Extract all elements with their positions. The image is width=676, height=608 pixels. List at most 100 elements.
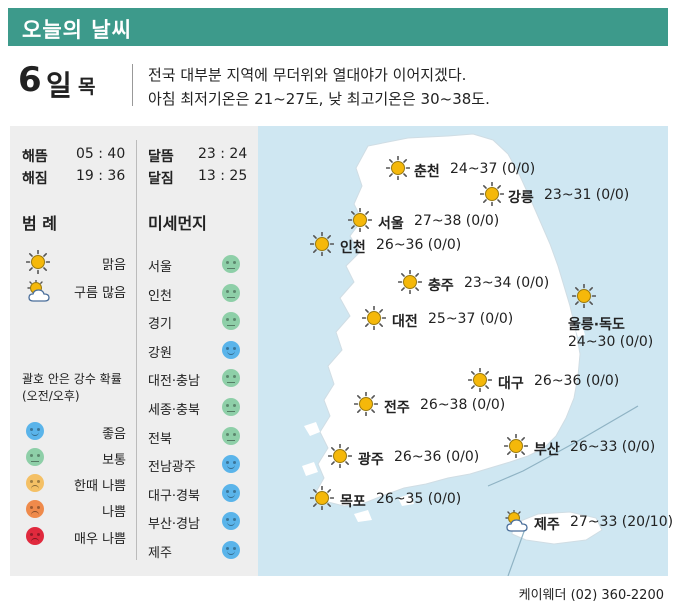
korea-map — [302, 133, 639, 576]
city-name-jeju: 제주 — [534, 517, 560, 533]
air-good-label: 좋음 — [102, 427, 126, 442]
summary-line-2: 아침 최저기온은 21~27도, 낮 최고기온은 30~38도. — [148, 90, 490, 108]
legend-heading: 범 례 — [22, 214, 58, 233]
dust-normal-icon — [222, 427, 240, 445]
city-name-incheon: 인천 — [340, 240, 366, 256]
dust-normal-icon — [222, 369, 240, 387]
city-name-chuncheon: 춘천 — [414, 164, 440, 180]
dust-region-name: 대전·충남 — [148, 374, 200, 389]
dust-normal-icon — [222, 398, 240, 416]
dust-region-name: 전남광주 — [148, 460, 196, 475]
sea-boundary-line — [487, 405, 639, 487]
city-gangneung-sun-icon — [480, 182, 504, 206]
city-name-ulleung: 울릉·독도 — [568, 317, 625, 333]
city-busan-sun-icon — [504, 434, 528, 458]
dust-region-name: 경기 — [148, 317, 172, 332]
city-temp-daejeon: 25~37 (0/0) — [428, 311, 514, 327]
legend-partly-cloudy-icon — [27, 280, 50, 302]
city-temp-gwangju: 26~36 (0/0) — [394, 449, 480, 465]
city-name-gwangju: 광주 — [358, 452, 384, 468]
dust-region-name: 대구·경북 — [148, 489, 200, 504]
sunset-time: 19 : 36 — [76, 168, 126, 184]
air-very-bad-icon — [26, 527, 44, 545]
jeju-island — [511, 511, 603, 545]
air-normal-icon — [26, 448, 44, 466]
coastal-islands — [302, 422, 414, 522]
dust-normal-icon — [222, 255, 240, 273]
dust-good-icon — [222, 512, 240, 530]
dust-region-name: 세종·충북 — [148, 403, 200, 418]
dust-good-icon — [222, 484, 240, 502]
date-day: 6 — [18, 60, 42, 100]
city-chuncheon-sun-icon — [386, 156, 410, 180]
city-chungju-sun-icon — [398, 270, 422, 294]
city-name-daegu: 대구 — [498, 376, 524, 392]
fine-dust-heading: 미세먼지 — [148, 214, 207, 233]
city-name-seoul: 서울 — [378, 216, 404, 232]
dust-good-icon — [222, 541, 240, 559]
dust-normal-icon — [222, 284, 240, 302]
city-temp-chuncheon: 24~37 (0/0) — [450, 161, 536, 177]
city-temp-gangneung: 23~31 (0/0) — [544, 187, 630, 203]
legend-cloudy-label: 구름 많음 — [74, 286, 126, 301]
dust-good-icon — [222, 455, 240, 473]
sunrise-label: 해뜸 — [22, 149, 48, 165]
city-temp-mokpo: 26~35 (0/0) — [376, 491, 462, 507]
city-temp-incheon: 26~36 (0/0) — [376, 237, 462, 253]
city-temp-daegu: 26~36 (0/0) — [534, 373, 620, 389]
sunrise-time: 05 : 40 — [76, 146, 126, 162]
dust-good-icon — [222, 341, 240, 359]
city-daejeon-sun-icon — [362, 306, 386, 330]
city-name-jeonju: 전주 — [384, 400, 410, 416]
header-bar: 오늘의 날씨 — [8, 8, 668, 46]
dust-region-name: 인천 — [148, 289, 172, 304]
dust-region-name: 전북 — [148, 432, 172, 447]
city-temp-ulleung: 24~30 (0/0) — [568, 334, 654, 350]
moonrise-label: 달뜸 — [148, 149, 174, 165]
city-temp-busan: 26~33 (0/0) — [570, 439, 656, 455]
air-bad-sometimes-label: 한때 나쁨 — [74, 479, 126, 494]
city-incheon-sun-icon — [310, 232, 334, 256]
moonset-label: 달짐 — [148, 171, 174, 187]
footer-credit: 케이웨더 (02) 360-2200 — [518, 588, 664, 603]
city-ulleung-sun-icon — [572, 284, 596, 308]
summary-line-1: 전국 대부분 지역에 무더위와 열대야가 이어지겠다. — [148, 66, 467, 84]
air-bad-sometimes-icon — [26, 474, 44, 492]
precip-note-line-1: 괄호 안은 강수 확률 — [22, 372, 122, 386]
city-jeju-partly-cloudy-icon — [505, 510, 528, 532]
precip-note-line-2: (오전/오후) — [22, 389, 80, 403]
air-very-bad-label: 매우 나쁨 — [74, 532, 126, 547]
ulleung-island — [576, 328, 585, 337]
city-mokpo-sun-icon — [310, 486, 334, 510]
dust-region-name: 강원 — [148, 346, 172, 361]
air-bad-icon — [26, 500, 44, 518]
city-name-mokpo: 목포 — [340, 494, 366, 510]
date-divider — [132, 64, 133, 106]
left-info-panel — [10, 126, 258, 576]
legend-sun-label: 맑음 — [102, 258, 126, 273]
city-temp-jeju: 27~33 (20/10) — [570, 514, 674, 530]
air-good-icon — [26, 422, 44, 440]
dust-normal-icon — [222, 312, 240, 330]
city-name-busan: 부산 — [534, 442, 560, 458]
city-name-gangneung: 강릉 — [508, 190, 534, 206]
city-seoul-sun-icon — [348, 208, 372, 232]
dust-region-name: 부산·경남 — [148, 517, 200, 532]
legend-sun-icon — [26, 250, 50, 274]
date-day-unit: 일 — [46, 69, 72, 102]
city-jeonju-sun-icon — [354, 392, 378, 416]
city-gwangju-sun-icon — [328, 444, 352, 468]
city-name-chungju: 충주 — [428, 278, 454, 294]
city-temp-chungju: 23~34 (0/0) — [464, 275, 550, 291]
city-name-daejeon: 대전 — [392, 314, 418, 330]
dust-region-name: 서울 — [148, 260, 172, 275]
panel-divider — [136, 140, 137, 560]
korean-peninsula-land — [315, 133, 581, 507]
city-temp-jeonju: 26~38 (0/0) — [420, 397, 506, 413]
sea-boundary-line — [507, 525, 527, 576]
page-title: 오늘의 날씨 — [22, 18, 132, 42]
city-temp-seoul: 27~38 (0/0) — [414, 213, 500, 229]
air-bad-label: 나쁨 — [102, 505, 126, 520]
moonrise-time: 23 : 24 — [198, 146, 248, 162]
